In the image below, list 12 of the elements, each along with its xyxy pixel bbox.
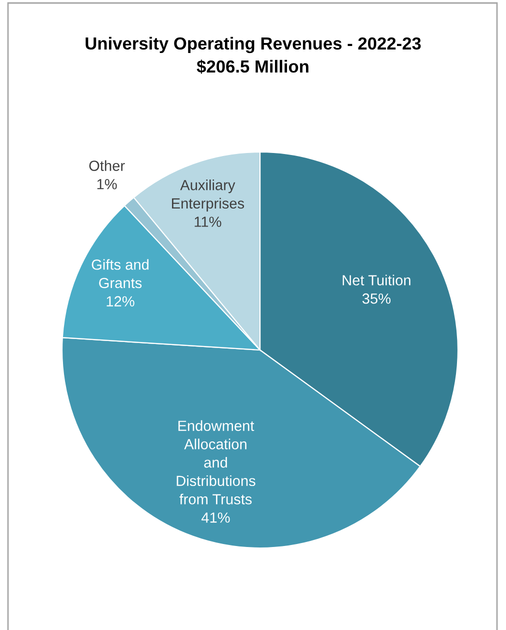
slice-label: Auxiliary Enterprises (172, 180, 244, 212)
chart-title: University Operating Revenues - 2022-23 (86, 36, 421, 54)
data-label: 41% (201, 512, 230, 523)
slice-label: Gifts and Grants (92, 259, 148, 288)
data-label: 11% (194, 216, 222, 227)
data-label: 1% (97, 179, 117, 190)
chart-subtitle: $206.5 Million (196, 60, 308, 74)
slice-label: Net Tuition (342, 274, 410, 286)
slice-label: Endowment Allocation and Distributions from Trusts (176, 420, 256, 504)
data-label: 35% (362, 293, 391, 304)
slice-label: Other (89, 160, 125, 171)
data-label: 12% (106, 296, 134, 306)
